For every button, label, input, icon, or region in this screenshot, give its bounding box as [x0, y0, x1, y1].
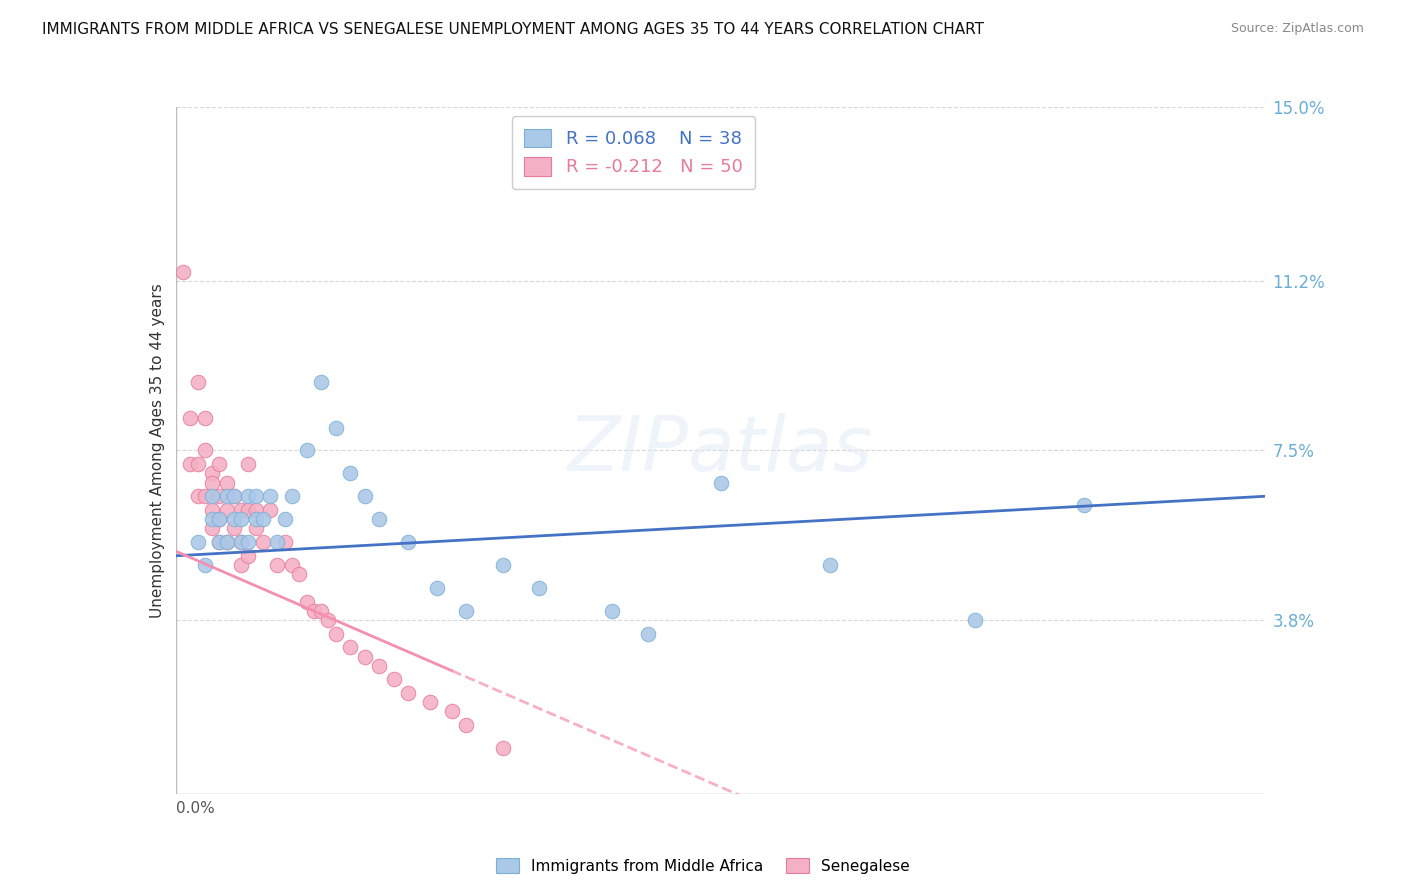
- Point: [201, 521, 224, 535]
- Point: [208, 489, 231, 503]
- Point: [818, 558, 841, 572]
- Point: [222, 512, 245, 526]
- Point: [194, 489, 217, 503]
- Point: [368, 658, 391, 673]
- Point: [201, 475, 224, 490]
- Legend: Immigrants from Middle Africa, Senegalese: Immigrants from Middle Africa, Senegales…: [489, 852, 917, 880]
- Point: [201, 489, 224, 503]
- Point: [186, 535, 209, 549]
- Point: [245, 503, 267, 517]
- Point: [231, 503, 253, 517]
- Point: [194, 558, 217, 572]
- Point: [186, 457, 209, 471]
- Point: [252, 512, 274, 526]
- Point: [215, 535, 238, 549]
- Point: [492, 558, 515, 572]
- Point: [201, 467, 224, 481]
- Point: [266, 558, 288, 572]
- Point: [440, 705, 463, 719]
- Point: [426, 581, 449, 595]
- Point: [238, 535, 260, 549]
- Point: [238, 549, 260, 563]
- Point: [186, 375, 209, 389]
- Point: [302, 604, 325, 618]
- Point: [208, 535, 231, 549]
- Point: [266, 535, 288, 549]
- Point: [252, 535, 274, 549]
- Point: [186, 489, 209, 503]
- Point: [238, 489, 260, 503]
- Point: [194, 411, 217, 425]
- Point: [309, 375, 332, 389]
- Point: [222, 489, 245, 503]
- Point: [238, 457, 260, 471]
- Point: [353, 649, 375, 664]
- Point: [325, 420, 347, 434]
- Point: [309, 604, 332, 618]
- Point: [231, 535, 253, 549]
- Y-axis label: Unemployment Among Ages 35 to 44 years: Unemployment Among Ages 35 to 44 years: [149, 283, 165, 618]
- Point: [194, 443, 217, 458]
- Point: [215, 535, 238, 549]
- Point: [353, 489, 375, 503]
- Text: ZIPatlas: ZIPatlas: [568, 414, 873, 487]
- Point: [259, 503, 281, 517]
- Point: [201, 503, 224, 517]
- Point: [222, 489, 245, 503]
- Point: [295, 594, 318, 608]
- Point: [281, 558, 304, 572]
- Point: [231, 512, 253, 526]
- Text: Source: ZipAtlas.com: Source: ZipAtlas.com: [1230, 22, 1364, 36]
- Point: [318, 613, 340, 627]
- Point: [201, 512, 224, 526]
- Point: [172, 265, 194, 279]
- Point: [492, 741, 515, 756]
- Point: [208, 535, 231, 549]
- Point: [215, 475, 238, 490]
- Point: [419, 695, 441, 709]
- Point: [456, 604, 478, 618]
- Point: [382, 673, 405, 687]
- Point: [222, 521, 245, 535]
- Point: [274, 512, 297, 526]
- Legend: R = 0.068    N = 38, R = -0.212   N = 50: R = 0.068 N = 38, R = -0.212 N = 50: [512, 116, 755, 189]
- Point: [208, 457, 231, 471]
- Point: [245, 512, 267, 526]
- Point: [281, 489, 304, 503]
- Point: [396, 686, 419, 700]
- Point: [231, 535, 253, 549]
- Point: [245, 521, 267, 535]
- Text: IMMIGRANTS FROM MIDDLE AFRICA VS SENEGALESE UNEMPLOYMENT AMONG AGES 35 TO 44 YEA: IMMIGRANTS FROM MIDDLE AFRICA VS SENEGAL…: [42, 22, 984, 37]
- Point: [637, 626, 659, 640]
- Point: [456, 718, 478, 732]
- Point: [1073, 499, 1095, 513]
- Point: [259, 489, 281, 503]
- Point: [339, 640, 361, 655]
- Point: [238, 503, 260, 517]
- Point: [179, 457, 201, 471]
- Point: [231, 558, 253, 572]
- Point: [325, 626, 347, 640]
- Point: [295, 443, 318, 458]
- Point: [288, 567, 311, 582]
- Point: [600, 604, 623, 618]
- Point: [396, 535, 419, 549]
- Point: [963, 613, 986, 627]
- Point: [274, 535, 297, 549]
- Point: [179, 411, 201, 425]
- Point: [208, 512, 231, 526]
- Point: [368, 512, 391, 526]
- Point: [215, 489, 238, 503]
- Point: [208, 512, 231, 526]
- Point: [215, 503, 238, 517]
- Text: 0.0%: 0.0%: [176, 801, 215, 816]
- Point: [710, 475, 733, 490]
- Point: [527, 581, 550, 595]
- Point: [339, 467, 361, 481]
- Point: [245, 489, 267, 503]
